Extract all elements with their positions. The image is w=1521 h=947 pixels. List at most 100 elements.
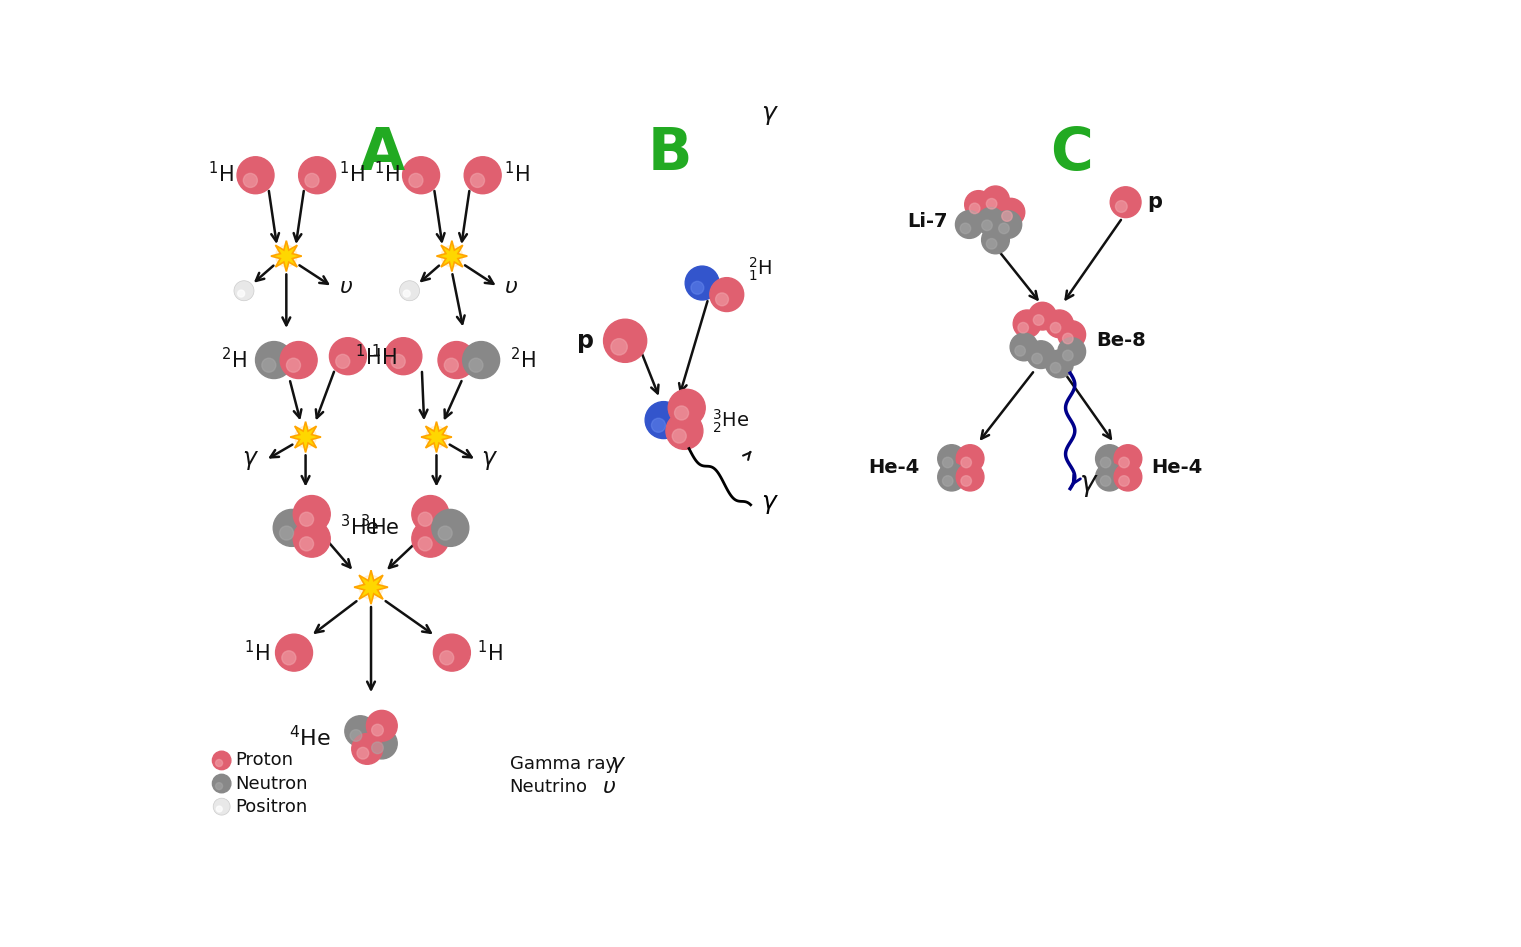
Circle shape — [243, 173, 257, 188]
Circle shape — [957, 463, 984, 491]
Circle shape — [298, 157, 336, 194]
Circle shape — [961, 457, 972, 468]
Circle shape — [938, 463, 966, 491]
Circle shape — [412, 495, 449, 532]
Polygon shape — [291, 421, 321, 453]
Circle shape — [710, 277, 744, 312]
Polygon shape — [437, 241, 467, 272]
Circle shape — [1059, 321, 1086, 348]
Circle shape — [668, 389, 706, 426]
Circle shape — [462, 342, 499, 379]
Circle shape — [1028, 302, 1056, 330]
Circle shape — [216, 806, 222, 812]
Circle shape — [371, 742, 383, 754]
Circle shape — [960, 223, 970, 234]
Circle shape — [957, 445, 984, 473]
Circle shape — [295, 426, 316, 448]
Text: B: B — [648, 125, 692, 182]
Text: Neutron: Neutron — [236, 775, 309, 793]
Text: $\gamma$: $\gamma$ — [762, 493, 779, 516]
Text: p: p — [1147, 192, 1162, 212]
Circle shape — [262, 358, 275, 372]
Text: $^1$H: $^1$H — [476, 640, 502, 665]
Circle shape — [651, 419, 666, 432]
Text: $^3$He: $^3$He — [341, 514, 380, 539]
Circle shape — [412, 520, 449, 557]
Circle shape — [666, 412, 703, 450]
Circle shape — [468, 358, 484, 372]
Circle shape — [1119, 475, 1129, 486]
Circle shape — [1010, 333, 1037, 361]
Circle shape — [611, 339, 627, 355]
Circle shape — [969, 203, 980, 214]
Circle shape — [213, 798, 230, 815]
Circle shape — [216, 759, 222, 766]
Circle shape — [1002, 211, 1013, 222]
Text: $^1$H: $^1$H — [339, 161, 365, 187]
Circle shape — [938, 445, 966, 473]
Text: $^3$He: $^3$He — [360, 514, 400, 539]
Text: $^1$H: $^1$H — [354, 344, 380, 368]
Circle shape — [1027, 341, 1054, 368]
Text: Neutrino: Neutrino — [510, 778, 587, 796]
Circle shape — [418, 512, 432, 527]
Circle shape — [367, 728, 397, 759]
Circle shape — [216, 782, 222, 790]
Text: $\upsilon$: $\upsilon$ — [602, 777, 616, 798]
Circle shape — [1115, 201, 1127, 212]
Circle shape — [1033, 314, 1043, 326]
Circle shape — [433, 634, 470, 671]
Circle shape — [1063, 333, 1074, 344]
Text: $^1$H: $^1$H — [371, 344, 397, 368]
Circle shape — [1013, 310, 1040, 338]
Circle shape — [943, 457, 954, 468]
Circle shape — [432, 509, 468, 546]
Circle shape — [237, 157, 274, 194]
Polygon shape — [354, 570, 388, 604]
Circle shape — [440, 651, 453, 665]
Circle shape — [300, 537, 313, 551]
Circle shape — [999, 223, 1010, 234]
Circle shape — [674, 406, 689, 420]
Circle shape — [1045, 310, 1074, 338]
Circle shape — [1059, 338, 1086, 366]
Text: $^1$H: $^1$H — [505, 161, 529, 187]
Circle shape — [981, 226, 1010, 254]
Circle shape — [438, 342, 475, 379]
Circle shape — [715, 293, 729, 306]
Circle shape — [403, 157, 440, 194]
Circle shape — [1051, 323, 1060, 333]
Circle shape — [400, 280, 420, 301]
Circle shape — [357, 747, 368, 759]
Circle shape — [1100, 475, 1110, 486]
Circle shape — [470, 173, 485, 188]
Circle shape — [604, 319, 646, 363]
Circle shape — [464, 157, 500, 194]
Text: Gamma ray: Gamma ray — [510, 756, 616, 774]
Circle shape — [1045, 350, 1074, 378]
Circle shape — [1095, 463, 1124, 491]
Text: Li-7: Li-7 — [907, 212, 948, 231]
Circle shape — [444, 358, 458, 372]
Text: Be-8: Be-8 — [1097, 331, 1147, 350]
Circle shape — [1063, 350, 1074, 361]
Circle shape — [1113, 445, 1142, 473]
Circle shape — [981, 220, 992, 230]
Circle shape — [441, 245, 462, 267]
Circle shape — [281, 651, 297, 665]
Circle shape — [964, 190, 992, 219]
Text: Proton: Proton — [236, 751, 294, 770]
Text: He-4: He-4 — [868, 458, 919, 477]
Circle shape — [684, 266, 719, 300]
Circle shape — [1119, 457, 1129, 468]
Circle shape — [275, 245, 297, 267]
Text: $^1$H: $^1$H — [243, 640, 269, 665]
Text: $\gamma$: $\gamma$ — [242, 449, 260, 472]
Circle shape — [409, 173, 423, 188]
Text: $\gamma$: $\gamma$ — [1080, 471, 1100, 499]
Text: $^2$H: $^2$H — [510, 348, 535, 372]
Circle shape — [275, 634, 312, 671]
Circle shape — [1015, 346, 1025, 356]
Circle shape — [1113, 463, 1142, 491]
Text: $^1$H: $^1$H — [374, 161, 400, 187]
